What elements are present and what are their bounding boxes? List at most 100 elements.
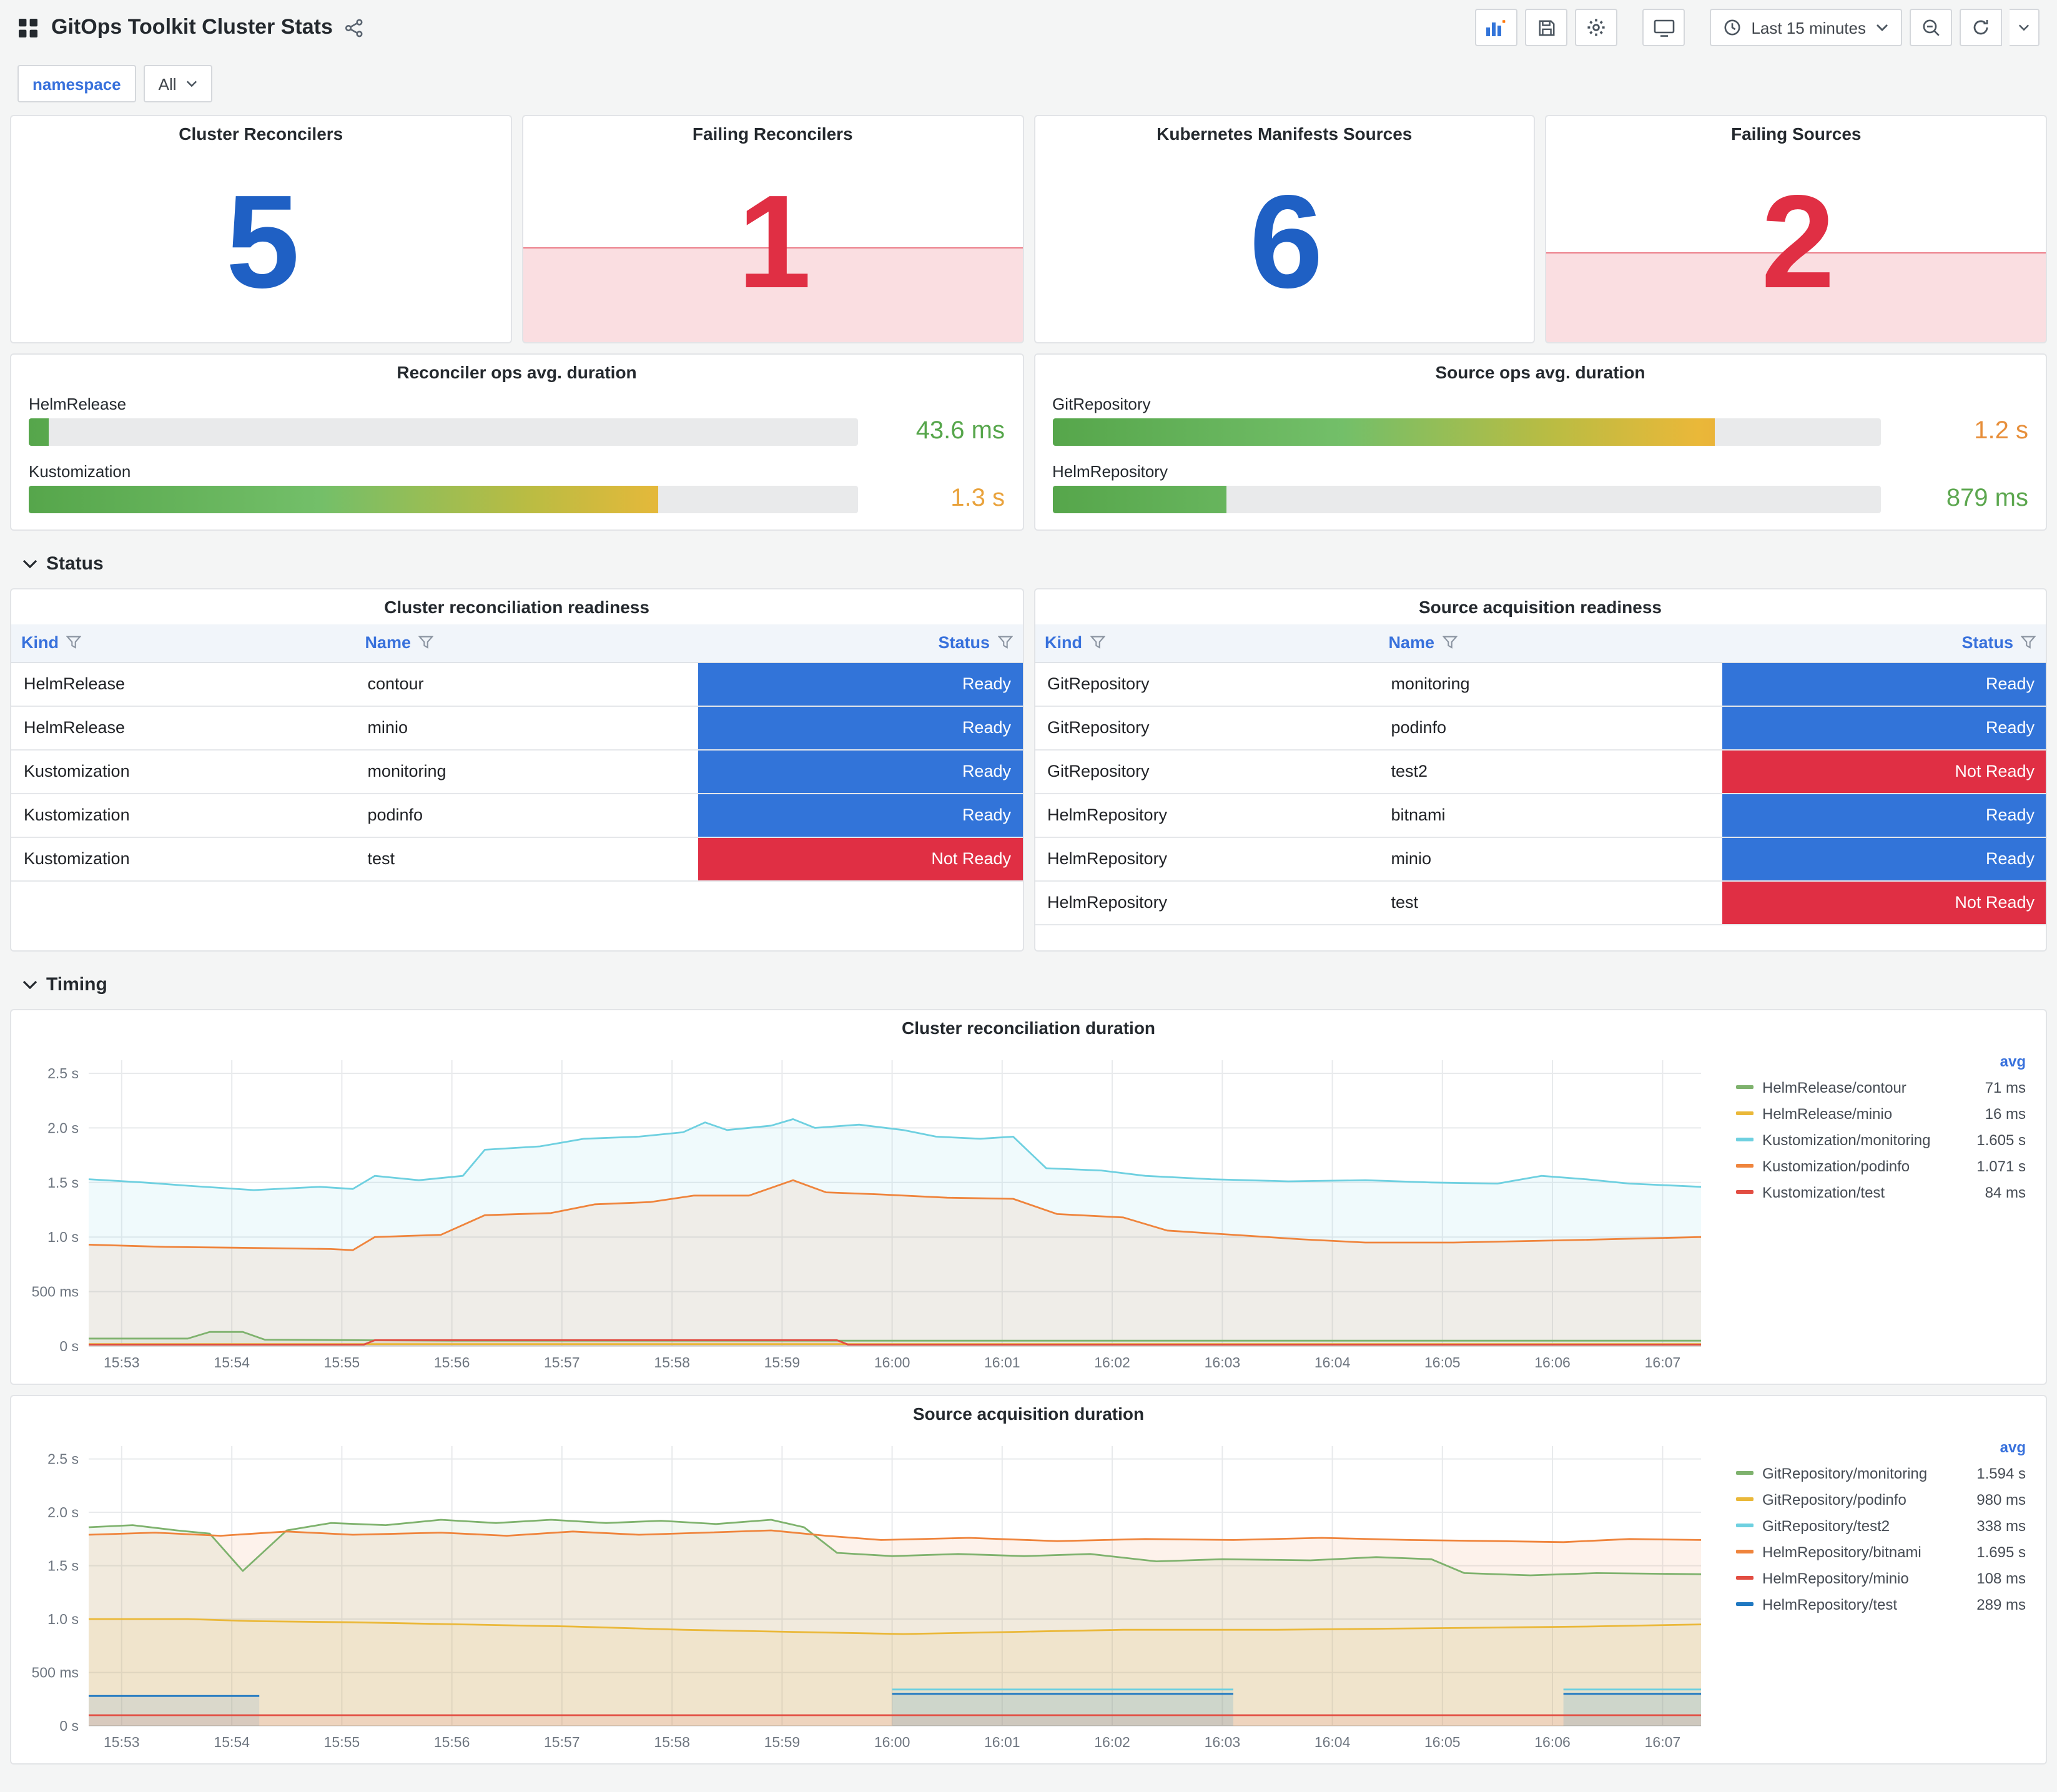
stat-value: 6 [1249,169,1323,316]
legend-series-name[interactable]: HelmRepository/bitnami [1762,1543,1921,1560]
svg-text:15:57: 15:57 [544,1354,580,1371]
apps-grid-icon[interactable] [17,17,39,38]
cell-status: Ready [1722,837,2046,881]
legend-series-name[interactable]: HelmRelease/contour [1762,1078,1907,1096]
legend-series-avg: 980 ms [1976,1490,2026,1508]
cell-name: test2 [1378,749,1722,794]
svg-text:15:54: 15:54 [214,1354,250,1371]
panel-title[interactable]: Source acquisition readiness [1418,597,1662,617]
dashboard-settings-button[interactable] [1575,9,1618,46]
stat-sparkline-fill [523,247,1022,342]
table-body: HelmRelease contour Ready HelmRelease minio R… [11,662,1022,881]
legend-item: Kustomization/test 84 ms [1736,1179,2026,1205]
section-header-status[interactable]: Status [10,541,2047,578]
chart-plot-area[interactable]: 15:53 15:54 15:55 15:56 15:57 15:58 15:59 16:00… [19,1048,1716,1376]
svg-text:2.5 s: 2.5 s [47,1065,79,1081]
kiosk-mode-button[interactable] [1642,9,1685,46]
table-row: HelmRelease minio Ready [11,706,1022,750]
status-badge: Ready [698,706,1022,749]
legend-series-name[interactable]: GitRepository/podinfo [1762,1490,1907,1508]
filter-icon[interactable] [66,636,81,650]
status-tables-row: Cluster reconciliation readiness Kind Na… [10,588,2047,952]
variable-value-dropdown[interactable]: All [143,65,213,102]
cell-status: Ready [698,706,1022,750]
cell-name: minio [355,706,699,750]
filter-icon[interactable] [1090,636,1105,650]
legend-series-name[interactable]: HelmRepository/minio [1762,1569,1909,1587]
gauge-fill [29,485,659,513]
filter-icon[interactable] [997,636,1012,650]
gauge-helmrelease: HelmRelease 43.6 ms [29,395,1005,446]
gauge-value: 1.3 s [950,485,1005,512]
panel-title[interactable]: Failing Reconcilers [692,124,853,144]
cell-status: Not Ready [1722,880,2046,925]
gauge-fill [29,418,49,445]
status-badge: Not Ready [1722,881,2046,923]
legend-series-avg: 1.071 s [1976,1157,2026,1174]
legend-series-name[interactable]: GitRepository/test2 [1762,1517,1890,1534]
legend-series-name[interactable]: HelmRelease/minio [1762,1105,1893,1122]
gauge-kustomization: Kustomization 1.3 s [29,462,1005,513]
filter-icon[interactable] [1442,636,1457,650]
legend-series-name[interactable]: Kustomization/test [1762,1183,1885,1201]
gauge-fill [1052,485,1226,513]
svg-text:15:56: 15:56 [434,1354,470,1371]
filter-icon[interactable] [418,636,433,650]
panel-title[interactable]: Source ops avg. duration [1435,362,1645,382]
panel-cluster-reconcilers: Cluster Reconcilers 5 [10,115,512,343]
time-range-picker[interactable]: Last 15 minutes [1710,9,1902,46]
refresh-button[interactable] [1960,9,2002,46]
panel-title[interactable]: Cluster reconciliation readiness [384,597,649,617]
variables-row: namespace All [0,55,2057,102]
share-icon[interactable] [345,18,364,37]
panel-title[interactable]: Reconciler ops avg. duration [397,362,637,382]
panel-title[interactable]: Source acquisition duration [912,1404,1145,1424]
stat-value: 2 [1761,169,1835,316]
legend-item: GitRepository/test2 338 ms [1736,1512,2026,1538]
svg-text:16:01: 16:01 [984,1354,1020,1371]
panel-title[interactable]: Cluster reconciliation duration [901,1018,1156,1038]
panel-title[interactable]: Cluster Reconcilers [179,124,343,144]
svg-text:16:05: 16:05 [1424,1354,1461,1371]
filter-icon[interactable] [2021,636,2036,650]
svg-text:16:04: 16:04 [1315,1734,1351,1750]
gauge-label: HelmRepository [1052,462,1168,481]
panel-source-ops-duration: Source ops avg. duration GitRepository 1… [1033,353,2047,531]
svg-text:1.0 s: 1.0 s [47,1229,79,1245]
column-header-kind[interactable]: Kind [11,624,355,662]
table-row: Kustomization monitoring Ready [11,749,1022,794]
legend-item: HelmRelease/minio 16 ms [1736,1100,2026,1126]
chart-plot-area[interactable]: 15:53 15:54 15:55 15:56 15:57 15:58 15:59 16:00… [19,1434,1716,1756]
column-header-name[interactable]: Name [355,624,699,662]
legend-series-name[interactable]: Kustomization/podinfo [1762,1157,1910,1174]
cell-kind: Kustomization [11,793,355,837]
column-header-status[interactable]: Status [1722,624,2046,662]
dashboard-title: GitOps Toolkit Cluster Stats [51,15,333,39]
column-header-name[interactable]: Name [1378,624,1722,662]
column-header-kind[interactable]: Kind [1035,624,1379,662]
svg-text:16:00: 16:00 [874,1734,910,1750]
legend-item: Kustomization/podinfo 1.071 s [1736,1153,2026,1179]
cell-kind: GitRepository [1035,662,1379,706]
panel-title[interactable]: Failing Sources [1731,124,1862,144]
legend-series-swatch [1736,1497,1754,1501]
table-row: Kustomization test Not Ready [11,837,1022,881]
stat-sparkline-fill [1546,252,2046,342]
status-badge: Ready [1722,706,2046,749]
svg-text:15:53: 15:53 [104,1734,140,1750]
legend-series-swatch [1736,1524,1754,1527]
legend-series-avg: 84 ms [1985,1183,2026,1201]
section-header-timing[interactable]: Timing [10,962,2047,999]
refresh-interval-dropdown[interactable] [2010,9,2040,46]
legend-series-name[interactable]: HelmRepository/test [1762,1595,1898,1613]
legend-series-name[interactable]: Kustomization/monitoring [1762,1131,1931,1148]
svg-text:2.0 s: 2.0 s [47,1120,79,1136]
save-dashboard-button[interactable] [1525,9,1568,46]
zoom-out-time-button[interactable] [1910,9,1952,46]
cell-status: Ready [698,749,1022,794]
add-panel-button[interactable] [1475,9,1518,46]
column-header-status[interactable]: Status [698,624,1022,662]
legend-series-name[interactable]: GitRepository/monitoring [1762,1464,1928,1482]
panel-title[interactable]: Kubernetes Manifests Sources [1157,124,1413,144]
legend-item: HelmRepository/minio 108 ms [1736,1565,2026,1591]
